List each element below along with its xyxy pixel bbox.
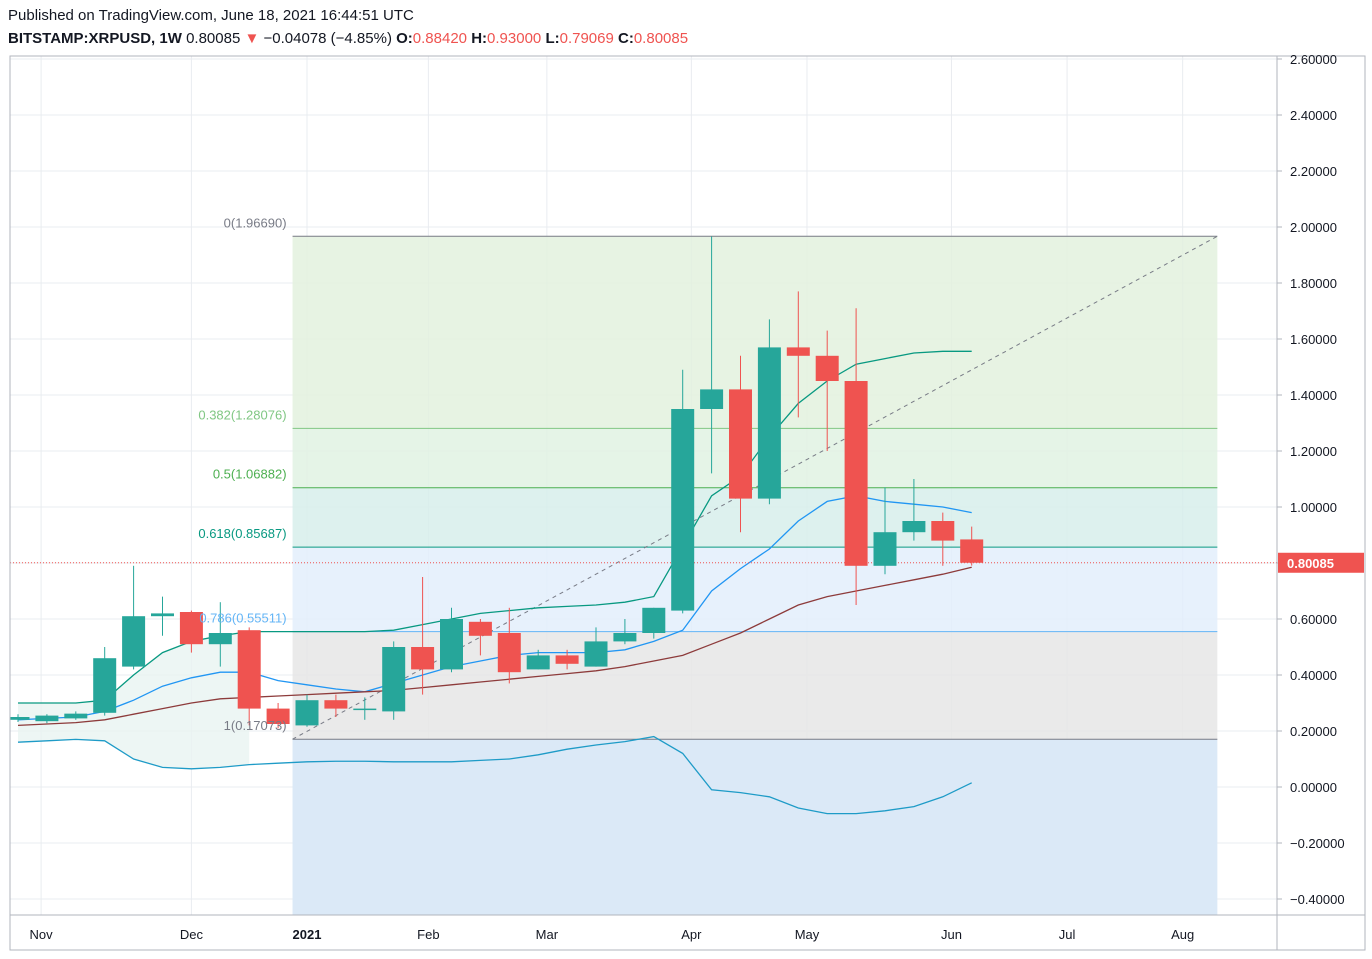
candle-body — [815, 355, 839, 381]
close-value: 0.80085 — [633, 30, 689, 47]
candle-body — [613, 633, 637, 642]
candle-body — [555, 655, 579, 664]
candle-body — [237, 630, 261, 709]
upper-band-line — [18, 350, 972, 704]
y-tick-label: 1.60000 — [1290, 332, 1337, 347]
x-tick-label: Feb — [417, 927, 439, 942]
high-label: H: — [471, 30, 488, 47]
high-value: 0.93000 — [487, 30, 542, 47]
x-tick-label: Apr — [681, 927, 702, 942]
x-tick-label: Dec — [180, 927, 204, 942]
candle-body — [35, 715, 59, 722]
y-tick-label: 2.40000 — [1290, 108, 1337, 123]
candle-body — [584, 641, 608, 667]
y-tick-label: 2.60000 — [1290, 52, 1337, 67]
candle-body — [440, 619, 463, 670]
change-value: −0.04078 (−4.85%) — [263, 30, 392, 47]
plot-area — [10, 56, 1277, 915]
candle-body — [902, 521, 926, 533]
fib-zone — [292, 236, 1218, 429]
low-label: L: — [545, 30, 560, 47]
last-price-badge — [1278, 552, 1364, 573]
lower-band-line — [17, 735, 972, 815]
x-tick-label: 2021 — [293, 927, 322, 942]
fib-level-label: 1(0.17073) — [224, 718, 287, 733]
y-tick-label: 1.80000 — [1290, 276, 1337, 291]
y-tick-label: 0.00000 — [1290, 780, 1337, 795]
y-tick-label: 1.00000 — [1290, 500, 1337, 515]
candle-body — [295, 700, 319, 726]
fib-level-label: 0.5(1.06882) — [213, 467, 287, 482]
y-tick-label: −0.40000 — [1290, 892, 1345, 907]
candle-body — [960, 539, 984, 563]
basis-line — [17, 495, 972, 721]
candle-body — [468, 621, 492, 636]
down-arrow-icon: ▼ — [244, 30, 260, 47]
fib-zone — [292, 487, 1218, 548]
low-value: 0.79069 — [559, 30, 614, 47]
y-tick-label: 1.20000 — [1290, 444, 1337, 459]
x-tick-label: Aug — [1171, 927, 1194, 942]
candle-body — [266, 708, 290, 724]
x-tick-label: Nov — [30, 927, 54, 942]
chart-frame — [9, 55, 1366, 951]
fib-level-label: 0.382(1.28076) — [198, 407, 286, 422]
last-value: 0.80085 — [186, 30, 241, 47]
x-tick-label: Mar — [536, 927, 559, 942]
x-tick-label: May — [795, 927, 820, 942]
candle-body — [179, 612, 203, 645]
candle-body — [642, 607, 666, 633]
candle-body — [208, 633, 232, 645]
ohlc-legend: BITSTAMP:XRPUSD, 1W 0.80085 ▼ −0.04078 (… — [8, 30, 688, 47]
candle-body — [786, 347, 810, 356]
candle-body — [757, 347, 781, 499]
candle-body — [526, 655, 550, 670]
candle-body — [700, 389, 724, 409]
fib-level-label: 0.786(0.55511) — [199, 611, 286, 626]
candle-body — [382, 647, 406, 712]
fib-level-label: 0(1.96690) — [224, 215, 287, 230]
fib-zone — [292, 547, 1218, 632]
candle-body — [497, 633, 521, 673]
y-tick-label: −0.20000 — [1290, 836, 1345, 851]
candle-body — [671, 409, 695, 611]
y-tick-label: 0.20000 — [1290, 724, 1337, 739]
x-tick-label: Jul — [1059, 927, 1076, 942]
candle-body — [93, 658, 117, 713]
candle-body — [411, 647, 435, 670]
x-tick-label: Jun — [941, 927, 962, 942]
y-tick-label: 2.00000 — [1290, 220, 1337, 235]
fib-zone-below — [292, 739, 1218, 915]
close-label: C: — [618, 30, 634, 47]
last-price-label: 0.80085 — [1287, 556, 1334, 571]
open-value: 0.88420 — [412, 30, 468, 47]
candle-body — [324, 700, 348, 709]
y-tick-label: 2.20000 — [1290, 164, 1337, 179]
ma-line — [17, 566, 972, 727]
candle-body — [122, 616, 146, 667]
candle-body — [353, 708, 377, 711]
candle-body — [873, 532, 897, 566]
open-label: O: — [396, 30, 413, 47]
candle-body — [729, 389, 752, 499]
symbol-label: BITSTAMP:XRPUSD, 1W — [8, 30, 182, 47]
y-tick-label: 0.40000 — [1290, 668, 1337, 683]
fib-zone — [292, 428, 1218, 488]
y-tick-label: 0.60000 — [1290, 612, 1337, 627]
fib-level-label: 0.618(0.85687) — [198, 526, 286, 541]
published-caption: Published on TradingView.com, June 18, 2… — [8, 7, 414, 24]
candle-body — [931, 521, 955, 541]
candle-body — [151, 613, 174, 617]
candle-body — [64, 713, 88, 719]
candle-body — [10, 717, 30, 720]
candle-body — [844, 381, 868, 566]
y-tick-label: 1.40000 — [1290, 388, 1337, 403]
